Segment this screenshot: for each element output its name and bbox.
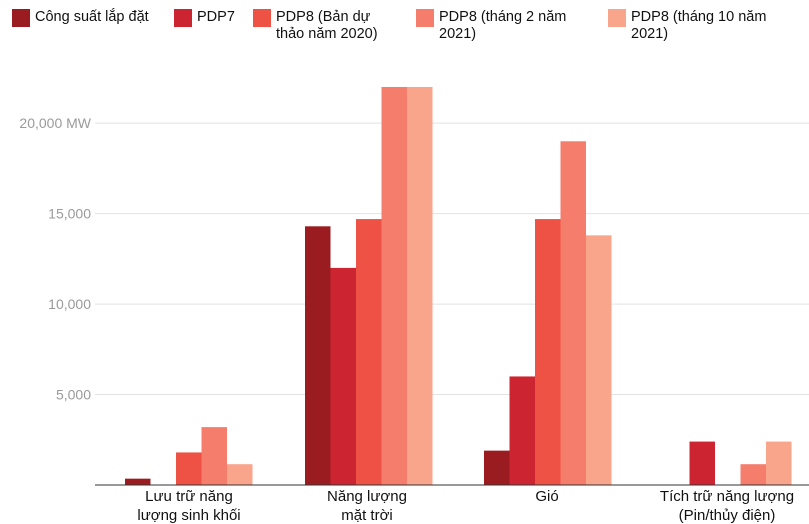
legend-label: PDP7 xyxy=(197,9,235,26)
legend-swatch xyxy=(174,9,192,27)
legend-label-line: Công suất lắp đặt xyxy=(35,9,149,25)
legend-swatch xyxy=(416,9,434,27)
legend-item: PDP8 (Bản dự thảo năm 2020) xyxy=(253,9,378,43)
legend-label: PDP8 (Bản dự thảo năm 2020) xyxy=(276,9,378,43)
legend-swatch xyxy=(12,9,30,27)
legend-label: Công suất lắp đặt xyxy=(35,9,149,26)
bar xyxy=(176,452,202,485)
bar xyxy=(305,226,331,486)
legend-swatch xyxy=(608,9,626,27)
x-tick-label: Gió xyxy=(535,488,558,505)
bar xyxy=(484,450,510,485)
bar xyxy=(201,427,227,485)
legend-label-line: PDP8 (tháng 10 năm xyxy=(631,9,767,25)
legend-label-line: PDP8 (Bản dự xyxy=(276,9,371,25)
y-tick-label: 15,000 xyxy=(48,206,91,222)
x-tick-label: lượng sinh khối xyxy=(137,507,240,524)
legend-label-line: 2021) xyxy=(631,26,669,42)
bar xyxy=(560,141,586,486)
bar xyxy=(227,464,253,485)
x-tick-label: (Pin/thủy điện) xyxy=(679,507,776,524)
bar xyxy=(689,441,715,485)
bar xyxy=(535,219,561,485)
y-tick-label: 10,000 xyxy=(48,296,91,312)
legend-label-line: thảo năm 2020) xyxy=(276,26,378,42)
bar xyxy=(356,219,382,485)
bar xyxy=(330,267,356,485)
legend-item: PDP8 (tháng 10 năm 2021) xyxy=(608,9,766,43)
legend-label: PDP8 (tháng 2 năm 2021) xyxy=(439,9,566,43)
legend-item: Công suất lắp đặt xyxy=(12,9,149,27)
x-tick-label: Năng lượng xyxy=(327,488,407,505)
legend-label-line: PDP8 (tháng 2 năm xyxy=(439,9,567,25)
bar xyxy=(509,376,535,485)
x-tick-label: Lưu trữ năng xyxy=(145,488,233,505)
bar xyxy=(740,464,766,485)
bar xyxy=(766,441,792,485)
legend-item: PDP7 xyxy=(174,9,235,27)
legend-label-line: 2021) xyxy=(439,26,477,42)
bar xyxy=(381,87,407,485)
bar xyxy=(125,478,151,485)
x-tick-label: Tích trữ năng lượng xyxy=(660,488,794,505)
chart-legend: Công suất lắp đặt PDP7 PDP8 (Bản dự thảo nă… xyxy=(0,0,809,60)
x-tick-label: mặt trời xyxy=(341,507,393,524)
y-tick-label: 5,000 xyxy=(56,387,91,403)
y-tick-label: 20,000 MW xyxy=(19,115,91,131)
bar xyxy=(407,87,433,485)
legend-item: PDP8 (tháng 2 năm 2021) xyxy=(416,9,566,43)
legend-swatch xyxy=(253,9,271,27)
legend-label-line: PDP7 xyxy=(197,9,235,25)
bar xyxy=(586,235,612,485)
legend-label: PDP8 (tháng 10 năm 2021) xyxy=(631,9,766,43)
